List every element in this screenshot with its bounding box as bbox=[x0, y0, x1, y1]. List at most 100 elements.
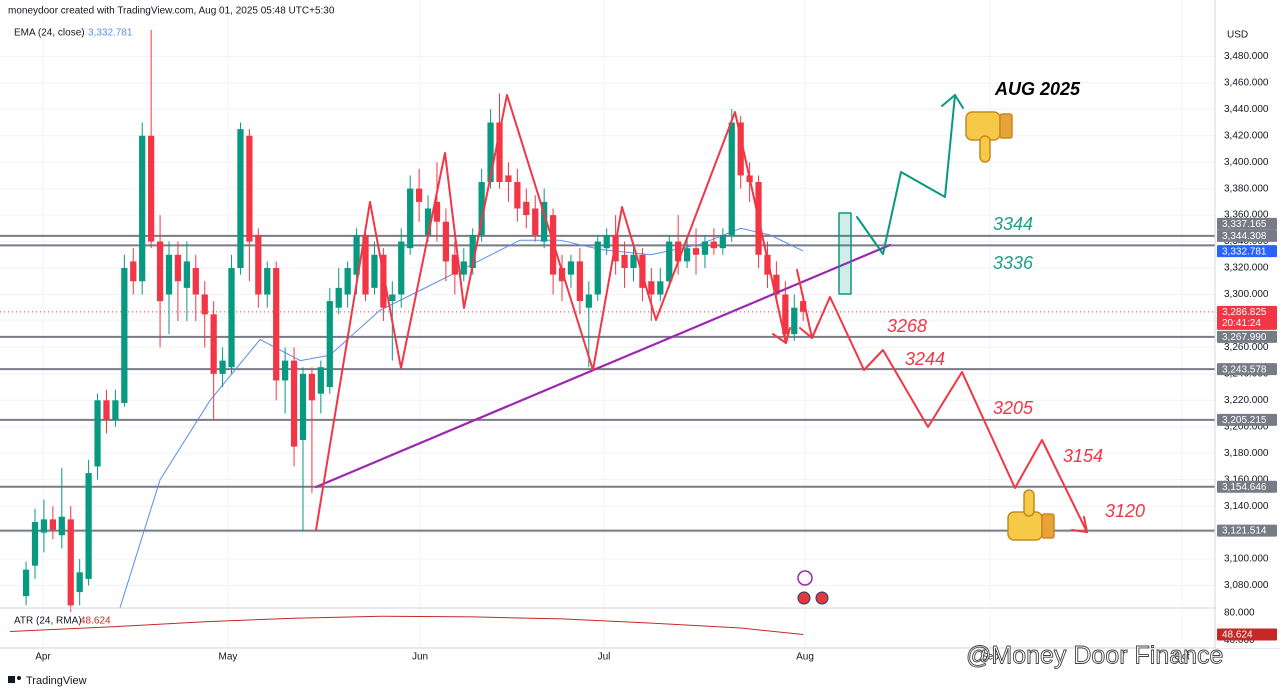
candle-body bbox=[237, 129, 244, 269]
candle-body bbox=[94, 400, 101, 467]
candle-body bbox=[558, 268, 566, 282]
thumbs-up-icon bbox=[1007, 489, 1055, 541]
candle-body bbox=[398, 241, 405, 295]
candle-body bbox=[58, 516, 65, 536]
candle-body bbox=[639, 254, 646, 288]
y-tick-label: 3,220.000 bbox=[1224, 395, 1269, 406]
candle-body bbox=[692, 248, 700, 255]
countdown-label: 20:41:24 bbox=[1222, 318, 1261, 329]
atr-line bbox=[9, 615, 804, 635]
x-tick-label: May bbox=[219, 652, 238, 663]
y-tick-label: 3,300.000 bbox=[1224, 289, 1269, 300]
candle-body bbox=[791, 307, 798, 335]
candle-body bbox=[701, 241, 709, 255]
ema-legend-value: 3,332.781 bbox=[88, 28, 133, 39]
y-tick-label: 3,200.000 bbox=[1224, 421, 1269, 432]
candle-body bbox=[675, 241, 682, 262]
level-label: 3,267.990 bbox=[1222, 332, 1267, 343]
atr-box bbox=[1217, 628, 1277, 641]
level-label-box bbox=[1217, 363, 1277, 376]
candle-body bbox=[219, 360, 226, 374]
level-label-box bbox=[1217, 330, 1277, 343]
candle-body bbox=[710, 241, 718, 249]
candle-body bbox=[433, 201, 441, 222]
y-tick-label: 3,440.000 bbox=[1224, 104, 1269, 115]
trend-line bbox=[314, 243, 892, 489]
y-tick-label: 3,420.000 bbox=[1224, 130, 1269, 141]
candle-body bbox=[246, 135, 253, 242]
x-tick-label: Apr bbox=[35, 652, 51, 663]
candle-body bbox=[773, 274, 780, 295]
candle-body bbox=[183, 261, 190, 288]
annotation: 3336 bbox=[993, 253, 1034, 273]
candle-body bbox=[415, 188, 423, 202]
level-label-box bbox=[1217, 480, 1277, 493]
candle-body bbox=[487, 122, 494, 183]
candle-body bbox=[585, 294, 592, 308]
candle-body bbox=[621, 254, 628, 269]
annotation: 3205 bbox=[993, 398, 1034, 418]
level-label-box bbox=[1217, 413, 1277, 426]
candle-body bbox=[478, 182, 485, 235]
x-tick-label: Jul bbox=[598, 652, 611, 663]
candle-body bbox=[201, 294, 208, 315]
candle-body bbox=[40, 519, 48, 533]
last-price-box bbox=[1217, 305, 1277, 330]
y-tick-label: 3,460.000 bbox=[1224, 77, 1269, 88]
candle-body bbox=[103, 400, 110, 421]
level-label: 3,205.215 bbox=[1222, 415, 1267, 426]
candle-body bbox=[496, 122, 503, 183]
level-label-box bbox=[1217, 229, 1277, 242]
arrow-head bbox=[772, 327, 791, 344]
candle-body bbox=[22, 569, 30, 597]
candle-body bbox=[442, 221, 450, 262]
annotation: AUG 2025 bbox=[994, 79, 1081, 99]
arrow-head bbox=[1071, 516, 1088, 533]
y-tick-label: 3,320.000 bbox=[1224, 263, 1269, 274]
candle-body bbox=[666, 241, 673, 282]
candle-body bbox=[576, 261, 584, 302]
atr-tick-label: 80.000 bbox=[1224, 607, 1255, 618]
candle-body bbox=[541, 201, 548, 242]
candle-body bbox=[514, 182, 521, 209]
candle-body bbox=[782, 294, 789, 335]
level-label: 3,337.165 bbox=[1222, 219, 1267, 230]
y-tick-label: 3,480.000 bbox=[1224, 51, 1269, 62]
candle-body bbox=[85, 473, 92, 579]
range-box bbox=[838, 212, 852, 295]
atr-axis-label: 48.624 bbox=[1222, 630, 1253, 641]
candle-body bbox=[273, 268, 280, 381]
candle-body bbox=[31, 522, 39, 566]
y-tick-label: 3,360.000 bbox=[1224, 210, 1269, 221]
annotation: 3344 bbox=[993, 214, 1033, 234]
x-tick-label: Oct bbox=[1174, 652, 1190, 663]
candle-body bbox=[255, 234, 262, 295]
candle-body bbox=[335, 287, 342, 308]
level-label: 3,121.514 bbox=[1222, 526, 1267, 537]
level-label: 3,243.578 bbox=[1222, 364, 1267, 375]
candle-body bbox=[49, 519, 57, 530]
bull-path bbox=[856, 94, 956, 255]
candle-body bbox=[112, 400, 119, 421]
candle-body bbox=[380, 254, 387, 308]
candle-body bbox=[148, 135, 155, 242]
candle-body bbox=[648, 281, 655, 295]
candle-body bbox=[737, 122, 744, 176]
candle-body bbox=[281, 360, 289, 381]
arrow-head bbox=[941, 94, 964, 109]
candle-body bbox=[630, 254, 637, 269]
y-tick-label: 3,380.000 bbox=[1224, 183, 1269, 194]
candle-body bbox=[460, 261, 467, 275]
candle-body bbox=[505, 175, 512, 183]
candle-body bbox=[121, 268, 128, 403]
candle-body bbox=[299, 373, 307, 440]
candle-body bbox=[165, 254, 173, 295]
candle-body bbox=[210, 314, 217, 374]
zigzag-history bbox=[315, 94, 787, 531]
watermark: @Money Door Finance bbox=[966, 642, 1223, 670]
level-label-box bbox=[1217, 524, 1277, 537]
event-icon bbox=[797, 570, 813, 586]
candle-body bbox=[130, 261, 137, 282]
x-tick-label: Sep bbox=[981, 652, 999, 663]
